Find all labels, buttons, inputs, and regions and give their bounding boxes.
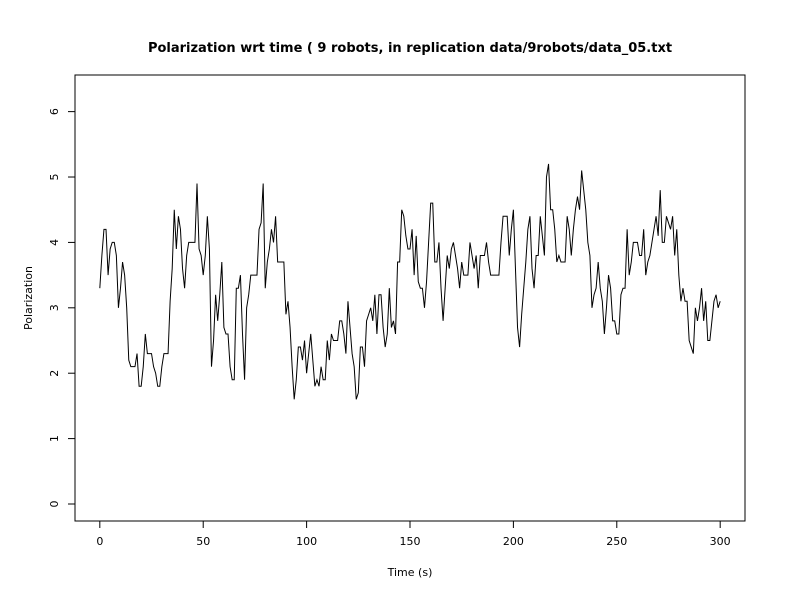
y-tick-label: 0 [48, 500, 61, 507]
x-axis: 0 50 100 150 200 250 300 [96, 520, 731, 548]
y-tick-label: 2 [48, 370, 61, 377]
y-tick-label: 6 [48, 108, 61, 115]
x-tick-label: 300 [710, 535, 731, 548]
y-tick-label: 3 [48, 304, 61, 311]
x-tick-label: 200 [503, 535, 524, 548]
x-axis-label: Time (s) [387, 566, 433, 579]
chart-title: Polarization wrt time ( 9 robots, in rep… [148, 41, 672, 56]
polarization-series-line [99, 163, 721, 400]
x-tick-label: 150 [400, 535, 421, 548]
x-tick-label: 100 [296, 535, 317, 548]
x-tick-label: 250 [606, 535, 627, 548]
y-axis-label: Polarization [22, 266, 35, 330]
y-tick-label: 1 [48, 435, 61, 442]
y-tick-label: 5 [48, 174, 61, 181]
y-tick-label: 4 [48, 239, 61, 246]
x-tick-label: 0 [96, 535, 103, 548]
y-axis: 0 1 2 3 4 5 6 [48, 108, 76, 507]
x-tick-label: 50 [196, 535, 210, 548]
